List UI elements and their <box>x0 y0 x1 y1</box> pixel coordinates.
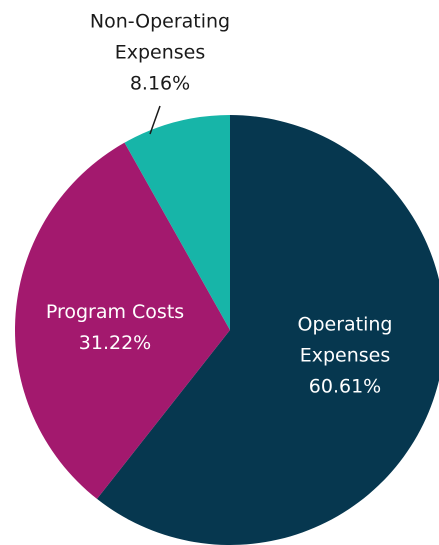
slice-label-name: Non-Operating Expenses <box>89 10 231 64</box>
pie-slice <box>124 115 230 330</box>
slice-label-value: 31.22% <box>78 332 152 354</box>
slice-label-value: 8.16% <box>129 72 191 95</box>
slice-label-value: 60.61% <box>308 375 382 398</box>
leader-line <box>149 105 161 135</box>
pie-slice <box>14 142 231 499</box>
slice-label-name: Program Costs <box>45 301 185 323</box>
slice-label-name: Operating Expenses <box>297 313 393 367</box>
slice-label: Operating Expenses 60.61% <box>275 310 415 403</box>
pie-slice <box>96 115 439 545</box>
slice-label: Non-Operating Expenses 8.16% <box>60 7 260 100</box>
slice-label: Program Costs 31.22% <box>15 297 215 359</box>
